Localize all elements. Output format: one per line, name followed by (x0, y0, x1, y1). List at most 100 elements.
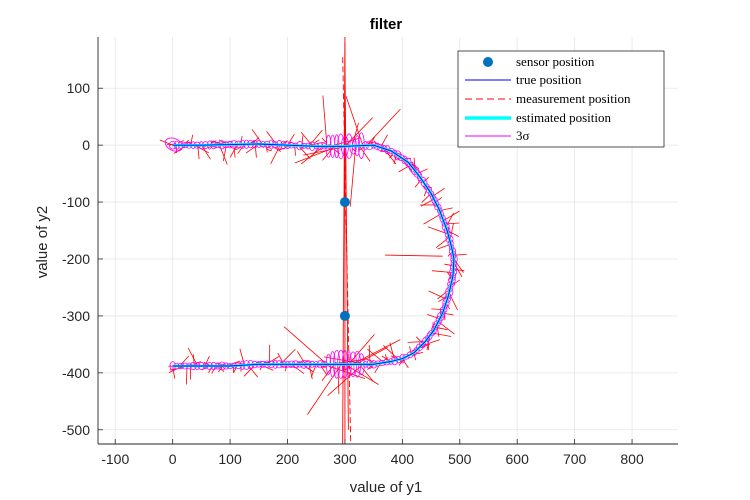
y-tick-label: 100 (67, 80, 91, 96)
sigma-ellipse (424, 335, 431, 343)
y-tick-label: -100 (62, 194, 90, 210)
measurement-spike (349, 145, 357, 207)
measurement-spike (421, 193, 432, 203)
measurement-spike (369, 136, 376, 146)
x-axis-label: value of y1 (350, 479, 423, 496)
measurement-spike (266, 131, 278, 145)
sigma-ellipse (393, 150, 402, 161)
sigma-ellipse (435, 315, 443, 324)
y-tick-label: -500 (62, 422, 90, 438)
measurement-spike (270, 144, 281, 164)
y-tick-label: -200 (62, 251, 90, 267)
measurement-spike (443, 210, 460, 221)
measurement-spike (310, 364, 317, 378)
y-tick-label: -300 (62, 308, 90, 324)
measurement-spike (444, 263, 454, 267)
measurement-spike (453, 268, 465, 272)
measurement-spike (393, 154, 397, 165)
measurement-spike (448, 292, 458, 311)
x-tick-label: 400 (391, 451, 415, 467)
measurement-spike (186, 366, 188, 385)
chart-title: filter (370, 16, 403, 33)
measurement-spike (300, 145, 324, 165)
measurement-spike (423, 213, 442, 225)
x-tick-label: 600 (506, 451, 530, 467)
true-line (172, 143, 455, 367)
sigma-ellipse (431, 196, 438, 205)
measurement-spike (307, 364, 342, 415)
measurement-spike (449, 223, 454, 241)
measurement-spike (437, 289, 451, 300)
legend-label-estimated: estimated position (516, 110, 611, 125)
measurement-spike (416, 336, 424, 345)
x-tick-label: -100 (101, 451, 129, 467)
measurement-spike (366, 108, 401, 146)
tick-labels: -100 0 100 200 300 400 500 600 700 800 100 0 -100 -20… (62, 80, 644, 467)
measurement-spike (445, 212, 454, 228)
measurement-spike (229, 144, 238, 158)
measurement-spike (297, 145, 311, 160)
sigma-ellipse-initial (164, 137, 183, 152)
measurement-spike (368, 345, 371, 365)
measurement-spike (179, 355, 189, 367)
measurement-spike (233, 144, 236, 158)
measurement-spike (380, 134, 388, 148)
measurement-spike (351, 122, 359, 147)
measurement-spike (300, 132, 313, 147)
sigma-ellipse (428, 190, 435, 197)
sigma-ellipse (439, 308, 446, 318)
measurement-spike (277, 352, 285, 365)
axes (97, 37, 678, 445)
measurement-spike (265, 144, 268, 153)
legend-label-sigma: 3σ (516, 128, 530, 143)
legend-label-sensor: sensor position (516, 54, 595, 69)
measurement-spike (159, 139, 173, 146)
x-tick-label: 500 (448, 451, 472, 467)
measurement-spike (296, 351, 306, 365)
measurement-spike (345, 96, 364, 146)
measurement-line (169, 137, 455, 371)
x-tick-label: 300 (333, 451, 357, 467)
measurement-spike (358, 364, 374, 382)
x-tick-label: 700 (563, 451, 587, 467)
sensor-marker (339, 197, 350, 208)
measurement-spike (319, 364, 328, 376)
measurement-spike (193, 354, 195, 367)
measurement-spike (197, 145, 200, 160)
legend-label-measurement: measurement position (516, 91, 631, 106)
measurement-spike (358, 145, 371, 162)
sigma-ellipse (406, 161, 414, 169)
measurement-spike (385, 354, 388, 363)
sensor-marker (339, 310, 350, 321)
legend-marker-sensor (483, 57, 493, 67)
measurement-spike (435, 237, 450, 249)
y-axis-label: value of y2 (34, 206, 51, 279)
sigma-ellipse (441, 221, 450, 232)
sigma-ellipse (416, 171, 423, 181)
measurement-spike (218, 144, 228, 165)
measurement-spike (204, 355, 210, 367)
measurement-spike (172, 365, 176, 379)
measurement-spike-horizontal (385, 254, 443, 257)
sigma-ellipse (408, 163, 417, 173)
measurement-spike (308, 129, 323, 147)
x-tick-label: 200 (276, 451, 300, 467)
y-tick-label: 0 (82, 137, 90, 153)
measurement-spike (435, 326, 448, 331)
x-tick-label: 100 (218, 451, 242, 467)
y-tick-label: -400 (62, 365, 90, 381)
legend-label-true: true position (516, 72, 582, 87)
sigma-ellipse (402, 353, 410, 360)
measurement-spike (355, 347, 388, 365)
measurement-spike (308, 364, 313, 380)
measurement-spike (283, 326, 328, 365)
measurement-spike (444, 222, 460, 225)
measurement-spike (280, 348, 296, 365)
data-layer (159, 36, 467, 445)
sigma-ellipse (397, 154, 405, 161)
x-tick-label: 800 (620, 451, 644, 467)
legend: sensor position true position measuremen… (457, 50, 665, 148)
measurement-spike (344, 117, 373, 147)
sigma-ellipse (411, 166, 419, 176)
